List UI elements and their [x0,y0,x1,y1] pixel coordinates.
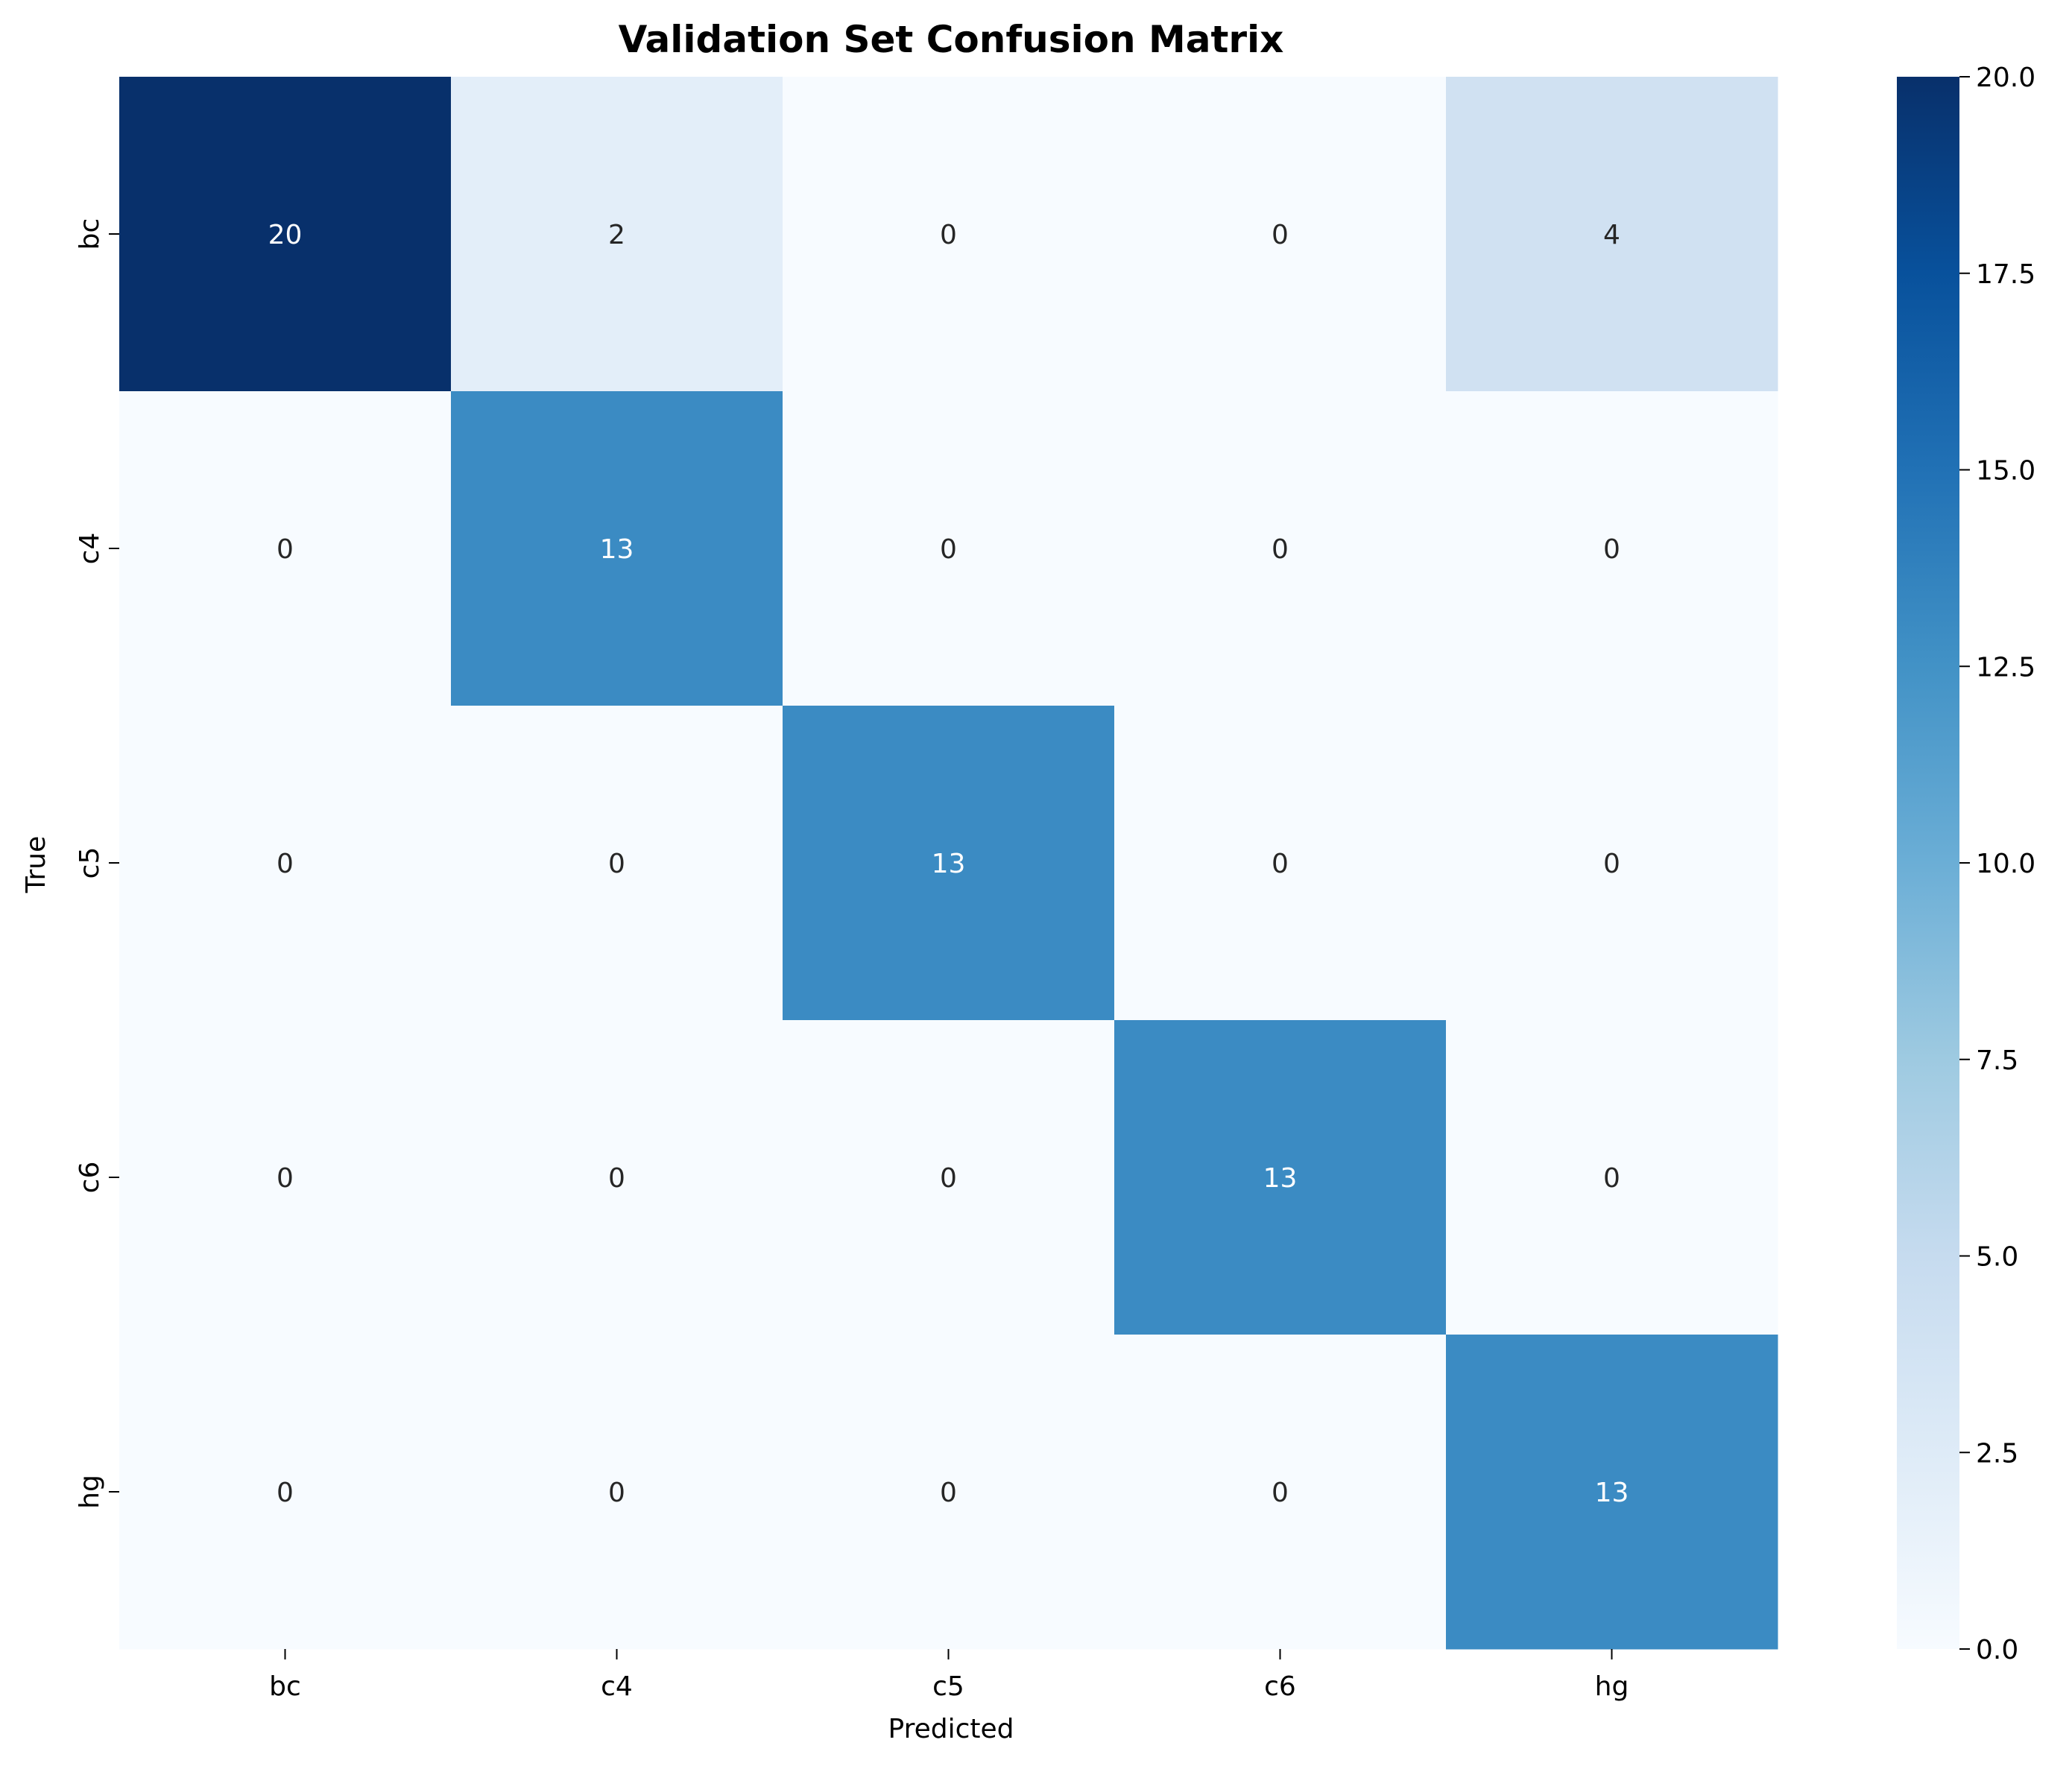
heatmap-cell [1446,391,1778,706]
y-axis-label: True [21,836,51,893]
colorbar-tick-label: 7.5 [1976,1045,2018,1076]
colorbar-ticks: 0.0 2.5 5.0 7.5 10.0 12.5 15.0 17.5 20.0 [1959,63,2035,1665]
cell-value-label: 13 [600,534,634,565]
heatmap-cell [783,77,1115,392]
y-tick-label: c4 [75,533,105,565]
heatmap-cell [783,1020,1115,1335]
cell-value-label: 0 [940,220,957,250]
cell-value-label: 0 [277,1478,294,1508]
colorbar-tick-label: 5.0 [1976,1242,2018,1273]
x-tick-label: c5 [932,1671,964,1702]
chart-title: Validation Set Confusion Matrix [619,18,1284,61]
heatmap-cell [783,391,1115,706]
heatmap-cell [119,706,452,1021]
heatmap-cell [1446,706,1778,1021]
cell-value-label: 0 [1272,1478,1289,1508]
heatmap-cell [1446,1335,1778,1650]
x-axis-label: Predicted [888,1714,1014,1744]
colorbar-tick-label: 2.5 [1976,1438,2018,1469]
heatmap-cell [451,1335,783,1650]
cell-value-label: 0 [608,1163,625,1194]
heatmap-cell [1446,77,1778,392]
cell-value-label: 2 [608,220,625,250]
heatmap-cell-labels: 20 2 0 0 40 13 0 0 00 0 13 0 00 0 0 13 00 0 0 0 13 [268,220,1629,1508]
heatmap-cell [119,1020,452,1335]
heatmap-cell [451,77,783,392]
cell-value-label: 0 [608,849,625,879]
cell-value-label: 0 [1272,220,1289,250]
colorbar-tick-label: 0.0 [1976,1635,2018,1665]
cell-value-label: 0 [1272,849,1289,879]
x-tick-label: c6 [1264,1671,1296,1702]
x-tick-label: bc [269,1671,301,1702]
cell-value-label: 20 [268,220,303,250]
cell-value-label: 0 [277,534,294,565]
heatmap-cell [1446,1020,1778,1335]
colorbar-tick-label: 15.0 [1976,456,2035,487]
x-tick-label: hg [1595,1671,1629,1702]
x-tick-label: c4 [601,1671,633,1702]
y-axis-ticks: bc c4 c5 c6 hg [75,218,119,1509]
heatmap-cell [451,1020,783,1335]
heatmap-cell [1114,706,1447,1021]
cell-value-label: 0 [1603,849,1620,879]
heatmap-cell [1114,1020,1447,1335]
heatmap-cell [1114,1335,1447,1650]
cell-value-label: 0 [608,1478,625,1508]
cell-value-label: 0 [1603,534,1620,565]
cell-value-label: 0 [940,1163,957,1194]
colorbar [1897,77,1959,1649]
cell-value-label: 0 [940,1478,957,1508]
y-tick-label: hg [75,1475,105,1509]
heatmap-cell [783,706,1115,1021]
cell-value-label: 13 [932,849,966,879]
heatmap-cell [451,391,783,706]
heatmap-cells [119,77,1778,1650]
y-tick-label: c6 [75,1162,105,1194]
cell-value-label: 13 [1263,1163,1298,1194]
cell-value-label: 4 [1603,220,1620,250]
heatmap-cell [451,706,783,1021]
cell-value-label: 0 [1603,1163,1620,1194]
colorbar-tick-label: 20.0 [1976,63,2035,93]
heatmap-cell [783,1335,1115,1650]
colorbar-tick-label: 17.5 [1976,259,2035,290]
heatmap-cell [1114,391,1447,706]
x-axis-ticks: bc c4 c5 c6 hg [269,1649,1629,1702]
y-tick-label: bc [75,218,105,250]
colorbar-tick-label: 10.0 [1976,849,2035,879]
cell-value-label: 0 [1272,534,1289,565]
cell-value-label: 0 [277,849,294,879]
cell-value-label: 0 [940,534,957,565]
heatmap-cell [119,77,452,392]
colorbar-tick-label: 12.5 [1976,652,2035,683]
cell-value-label: 13 [1595,1478,1629,1508]
heatmap-cell [119,1335,452,1650]
heatmap-cell [119,391,452,706]
cell-value-label: 0 [277,1163,294,1194]
heatmap-cell [1114,77,1447,392]
y-tick-label: c5 [75,847,105,879]
